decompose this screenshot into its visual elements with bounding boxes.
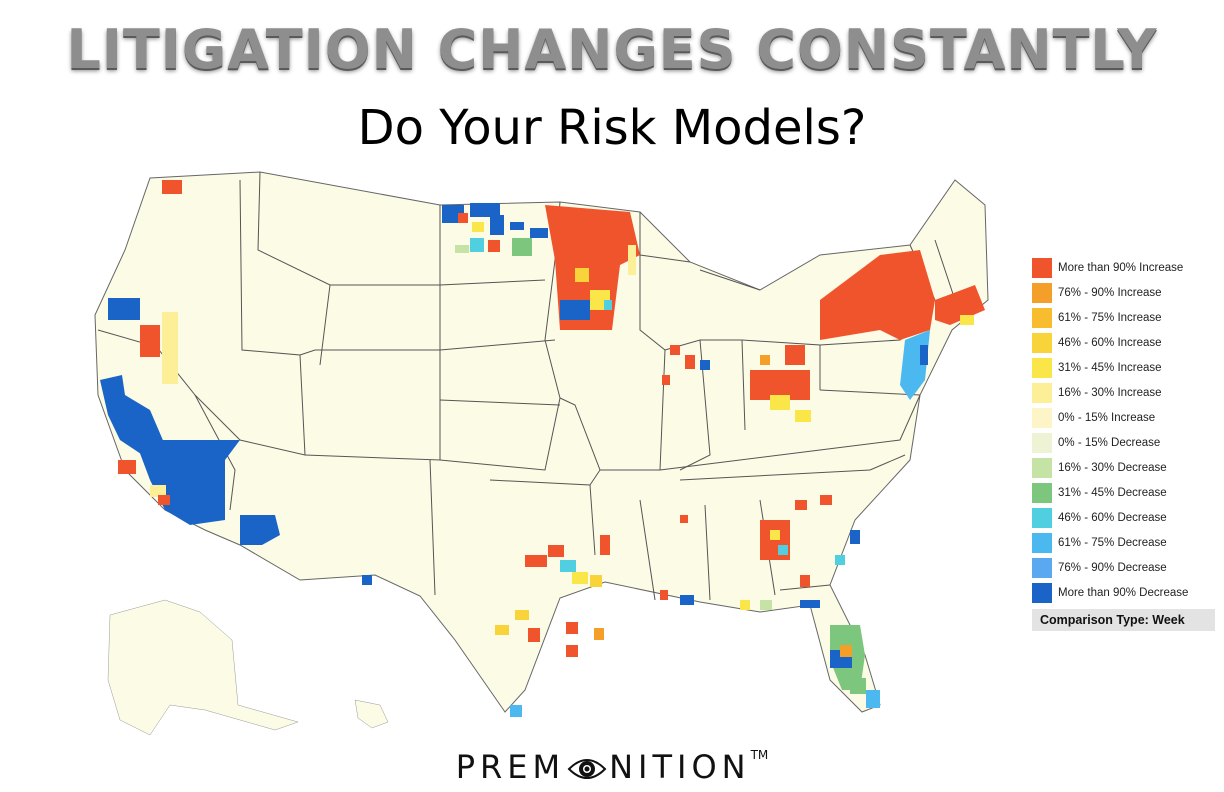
- headline: LITIGATION CHANGES CONSTANTLY: [66, 18, 1158, 81]
- us-litigation-map: [94, 171, 989, 736]
- hawaii-land: [354, 699, 389, 729]
- region-ohio-cluster: [662, 345, 811, 422]
- region-georgia-cluster: [760, 495, 860, 587]
- region-northern-california: [100, 375, 165, 460]
- state-borders: [97, 171, 956, 601]
- trademark-mark: TM: [750, 748, 769, 762]
- legend-label: 76% - 90% Decrease: [1058, 561, 1167, 574]
- legend-label: 16% - 30% Increase: [1058, 386, 1162, 399]
- legend-label: 76% - 90% Increase: [1058, 286, 1162, 299]
- legend-swatch: [1032, 432, 1052, 453]
- legend-item: 0% - 15% Decrease: [1032, 430, 1217, 455]
- subheadline: Do Your Risk Models?: [357, 100, 867, 156]
- legend-swatch: [1032, 482, 1052, 503]
- legend-item: 46% - 60% Decrease: [1032, 505, 1217, 530]
- alaska-land: [107, 599, 299, 736]
- logo-text-prefix: PREM: [455, 748, 566, 786]
- legend-item: 16% - 30% Decrease: [1032, 455, 1217, 480]
- legend-label: 61% - 75% Increase: [1058, 311, 1162, 324]
- region-arizona-central: [240, 515, 280, 545]
- legend-label: More than 90% Decrease: [1058, 586, 1189, 599]
- legend-label: 0% - 15% Increase: [1058, 411, 1156, 424]
- legend-item: 31% - 45% Decrease: [1032, 480, 1217, 505]
- legend-item: 61% - 75% Increase: [1032, 305, 1217, 330]
- eye-icon: [567, 759, 607, 779]
- legend-swatch: [1032, 407, 1052, 428]
- legend-item: More than 90% Decrease: [1032, 580, 1217, 605]
- comparison-type-label: Comparison Type: Week: [1032, 609, 1215, 631]
- legend-item: 76% - 90% Decrease: [1032, 555, 1217, 580]
- legend-swatch: [1032, 282, 1052, 303]
- legend-swatch: [1032, 382, 1052, 403]
- legend-label: 31% - 45% Decrease: [1058, 486, 1167, 499]
- legend-item: 61% - 75% Decrease: [1032, 530, 1217, 555]
- legend-label: 46% - 60% Decrease: [1058, 511, 1167, 524]
- legend-label: 46% - 60% Increase: [1058, 336, 1162, 349]
- region-new-york: [820, 250, 935, 340]
- legend-label: More than 90% Increase: [1058, 261, 1184, 274]
- legend-label: 0% - 15% Decrease: [1058, 436, 1161, 449]
- logo-text-suffix: NITION: [609, 748, 751, 786]
- legend-item: 31% - 45% Increase: [1032, 355, 1217, 380]
- region-texas-cluster: [495, 515, 688, 717]
- legend-swatch: [1032, 507, 1052, 528]
- legend-item: 76% - 90% Increase: [1032, 280, 1217, 305]
- region-washington-north: [162, 180, 182, 194]
- legend-swatch: [1032, 332, 1052, 353]
- county-clusters: [100, 180, 985, 717]
- legend-item: 0% - 15% Increase: [1032, 405, 1217, 430]
- legend-item: 46% - 60% Increase: [1032, 330, 1217, 355]
- legend-swatch: [1032, 582, 1052, 603]
- legend-label: 31% - 45% Increase: [1058, 361, 1162, 374]
- legend: More than 90% Increase 76% - 90% Increase…: [1032, 255, 1217, 631]
- legend-swatch: [1032, 307, 1052, 328]
- legend-item: 16% - 30% Increase: [1032, 380, 1217, 405]
- legend-label: 61% - 75% Decrease: [1058, 536, 1167, 549]
- region-northern-minnesota: [545, 205, 640, 330]
- legend-label: 16% - 30% Decrease: [1058, 461, 1167, 474]
- legend-swatch: [1032, 357, 1052, 378]
- legend-swatch: [1032, 557, 1052, 578]
- premonition-logo: PREM NITIONTM: [0, 748, 1224, 786]
- legend-swatch: [1032, 532, 1052, 553]
- legend-swatch: [1032, 457, 1052, 478]
- contiguous-us-land: [94, 171, 989, 713]
- region-southern-california: [135, 440, 240, 525]
- legend-item: More than 90% Increase: [1032, 255, 1217, 280]
- legend-swatch: [1032, 257, 1052, 278]
